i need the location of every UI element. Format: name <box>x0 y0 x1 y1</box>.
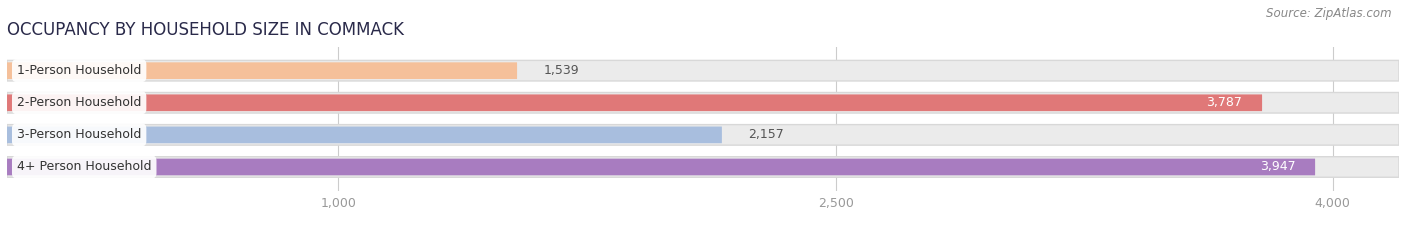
FancyBboxPatch shape <box>7 62 517 79</box>
FancyBboxPatch shape <box>7 60 1399 81</box>
Text: 3,947: 3,947 <box>1260 161 1295 174</box>
Text: 1-Person Household: 1-Person Household <box>17 64 142 77</box>
FancyBboxPatch shape <box>7 159 1315 175</box>
FancyBboxPatch shape <box>7 127 721 143</box>
Text: 3,787: 3,787 <box>1206 96 1243 109</box>
Text: OCCUPANCY BY HOUSEHOLD SIZE IN COMMACK: OCCUPANCY BY HOUSEHOLD SIZE IN COMMACK <box>7 21 404 39</box>
Text: 1,539: 1,539 <box>544 64 579 77</box>
FancyBboxPatch shape <box>7 94 1263 111</box>
Text: 2,157: 2,157 <box>748 128 785 141</box>
Text: 3-Person Household: 3-Person Household <box>17 128 142 141</box>
FancyBboxPatch shape <box>7 157 1399 177</box>
FancyBboxPatch shape <box>7 93 1399 113</box>
Text: Source: ZipAtlas.com: Source: ZipAtlas.com <box>1267 7 1392 20</box>
Text: 2-Person Household: 2-Person Household <box>17 96 142 109</box>
Text: 4+ Person Household: 4+ Person Household <box>17 161 152 174</box>
FancyBboxPatch shape <box>7 125 1399 145</box>
